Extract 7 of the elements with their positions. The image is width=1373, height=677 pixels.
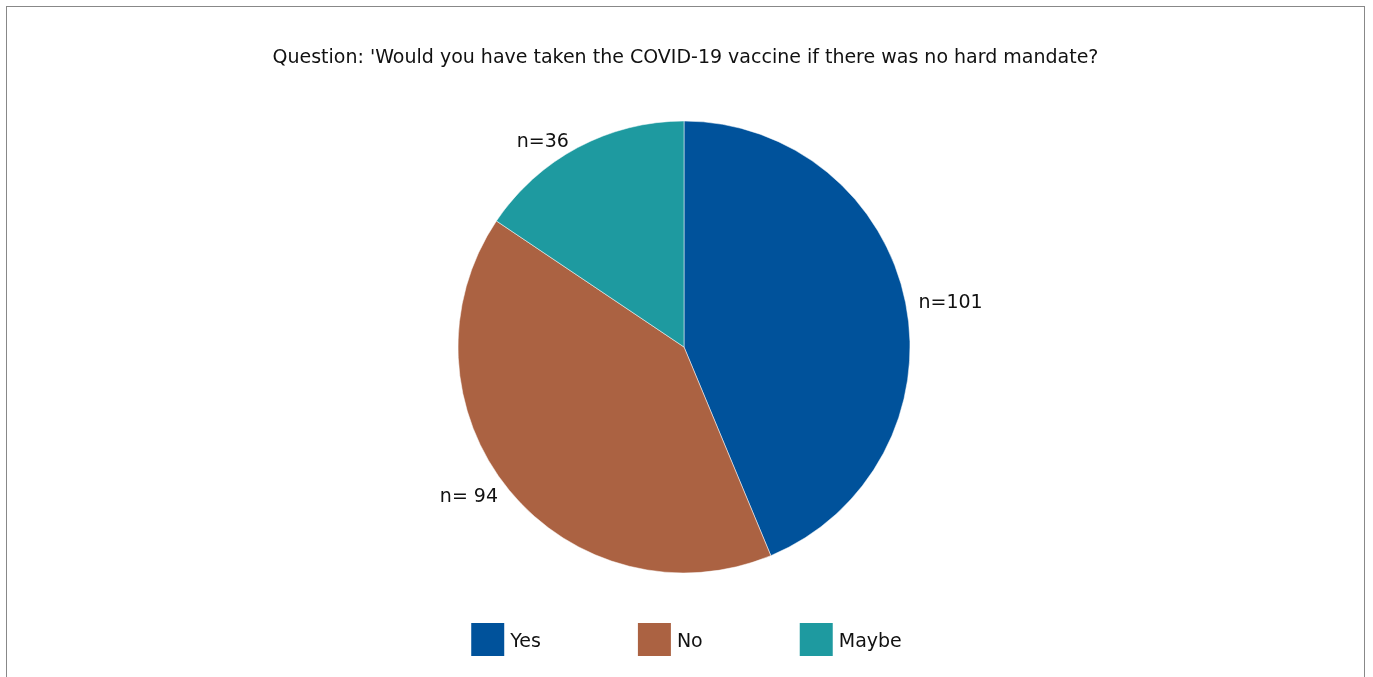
data-label: n= 94 [439, 484, 499, 507]
legend-label: Yes [509, 628, 541, 651]
data-label: n=36 [516, 129, 569, 152]
chart-title: Question: 'Would you have taken the COVID-19 vaccine if there was no hard mandate? [272, 44, 1099, 67]
legend-label: Maybe [838, 628, 902, 651]
data-label: n=101 [918, 290, 983, 313]
legend-label: No [676, 628, 703, 651]
